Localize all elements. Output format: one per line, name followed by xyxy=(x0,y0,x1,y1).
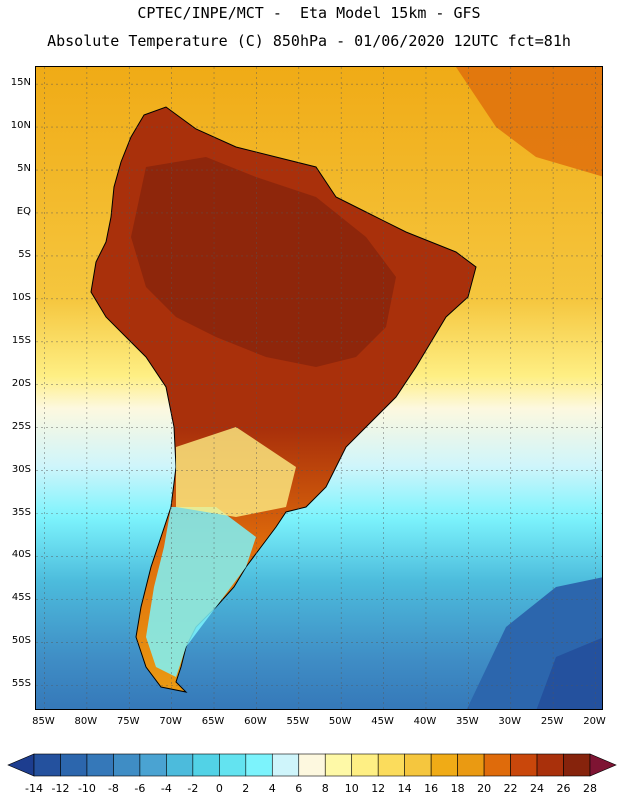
lon-tick-label: 60W xyxy=(244,716,267,727)
colorbar-tick-label: 4 xyxy=(268,782,276,795)
graticule xyxy=(36,67,602,709)
lat-tick-label: 10N xyxy=(10,120,31,132)
colorbar-tick-label: -12 xyxy=(51,782,70,795)
colorbar-tick-label: -14 xyxy=(25,782,43,795)
hot-interior-core xyxy=(131,157,396,367)
colorbar-tick-label: -6 xyxy=(134,782,146,795)
lat-tick-label: 30S xyxy=(11,463,31,475)
colorbar-swatch xyxy=(404,753,432,777)
colorbar-swatch xyxy=(60,753,88,777)
colorbar-tick-label: 18 xyxy=(450,782,465,795)
temperature-map xyxy=(35,66,603,710)
colorbar-swatch xyxy=(351,753,379,777)
lon-tick-label: 25W xyxy=(540,716,564,727)
lat-tick-label: 25S xyxy=(11,420,31,432)
colorbar-swatch xyxy=(483,753,511,777)
chart-title-line1: CPTEC/INPE/MCT - Eta Model 15km - GFS xyxy=(137,4,481,22)
colorbar-swatch xyxy=(536,753,564,777)
lat-tick-label: 50S xyxy=(11,635,31,647)
colorbar-swatch xyxy=(113,753,141,777)
colorbar-swatch xyxy=(245,753,273,777)
colorbar-tick-label: 22 xyxy=(503,782,518,795)
lon-tick-label: 35W xyxy=(456,716,479,727)
colorbar-tick-label: 0 xyxy=(215,782,223,795)
colorbar-tick-label: -2 xyxy=(187,782,199,795)
lat-tick-label: 10S xyxy=(11,291,31,303)
lon-tick-label: 65W xyxy=(201,716,225,727)
cold-atlantic-core xyxy=(536,637,602,709)
colorbar-tick-label: -4 xyxy=(160,782,172,795)
lat-tick-label: 15N xyxy=(10,77,31,89)
lon-tick-label: 75W xyxy=(116,716,140,727)
lon-tick-label: 80W xyxy=(74,716,98,727)
colorbar-swatch xyxy=(430,753,458,777)
mild-pampas xyxy=(176,427,296,517)
colorbar-min-triangle xyxy=(7,753,35,777)
lat-tick-label: EQ xyxy=(16,205,31,217)
lon-tick-label: 70W xyxy=(159,716,182,727)
colorbar-tick-label: 12 xyxy=(371,782,386,795)
colorbar-swatch xyxy=(563,753,591,777)
colorbar-swatch xyxy=(324,753,353,777)
lon-tick-label: 45W xyxy=(371,716,394,727)
colorbar-swatch xyxy=(510,753,538,777)
lat-tick-label: 45S xyxy=(11,592,31,604)
lat-tick-label: 15S xyxy=(11,334,31,346)
colorbar-swatch xyxy=(271,753,300,777)
lat-tick-label: 40S xyxy=(11,549,31,561)
colorbar-tick-label: 2 xyxy=(242,782,250,795)
lat-tick-label: 20S xyxy=(11,377,31,389)
colorbar-tick-label: -10 xyxy=(77,782,96,795)
lon-tick-label: 40W xyxy=(413,716,437,727)
colorbar-swatch xyxy=(166,753,194,777)
cool-patagonia xyxy=(146,507,256,677)
colorbar-tick-label: 6 xyxy=(295,782,303,795)
colorbar-tick-label: 24 xyxy=(530,782,545,795)
lon-tick-label: 55W xyxy=(286,716,310,727)
colorbar-swatch xyxy=(139,753,167,777)
lat-tick-label: 5S xyxy=(18,248,31,260)
colorbar-swatch xyxy=(377,753,405,777)
lon-tick-label: 85W xyxy=(32,716,55,727)
colorbar xyxy=(7,753,617,777)
colorbar-tick-label: 26 xyxy=(556,782,571,795)
colorbar-tick-label: 28 xyxy=(583,782,597,795)
colorbar-swatch xyxy=(192,753,220,777)
colorbar-swatch xyxy=(298,753,326,777)
lat-tick-label: 5N xyxy=(17,163,31,175)
lat-tick-label: 55S xyxy=(11,678,31,690)
lon-tick-label: 50W xyxy=(328,716,352,727)
colorbar-tick-label: -8 xyxy=(107,782,119,795)
chart-title-line2: Absolute Temperature (C) 850hPa - 01/06/… xyxy=(47,32,571,50)
colorbar-tick-label: 14 xyxy=(397,782,412,795)
lat-tick-label: 35S xyxy=(11,506,31,518)
temperature-map-svg xyxy=(36,67,602,709)
colorbar-swatch xyxy=(86,753,114,777)
colorbar-swatch xyxy=(33,753,61,777)
colorbar-tick-label: 20 xyxy=(477,782,492,795)
colorbar-swatch xyxy=(457,753,485,777)
colorbar-tick-label: 16 xyxy=(424,782,439,795)
lon-tick-label: 20W xyxy=(583,716,606,727)
warm-atlantic-patch xyxy=(456,67,602,177)
colorbar-tick-label: 8 xyxy=(321,782,329,795)
colorbar-tick-label: 10 xyxy=(344,782,359,795)
colorbar-swatch xyxy=(219,753,247,777)
colorbar-max-triangle xyxy=(589,753,617,777)
lon-tick-label: 30W xyxy=(498,716,522,727)
